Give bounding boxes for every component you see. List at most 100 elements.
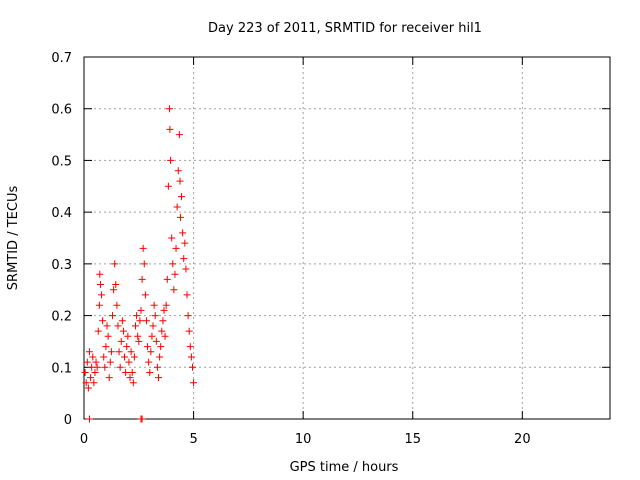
data-point — [91, 368, 99, 376]
x-axis-label: GPS time / hours — [290, 460, 399, 475]
data-point — [138, 275, 146, 283]
data-point — [127, 348, 135, 356]
y-axis-label: SRMTID / TECUs — [6, 186, 21, 291]
data-point — [122, 368, 130, 376]
data-point — [175, 131, 183, 139]
data-point — [138, 415, 146, 423]
data-point — [158, 327, 166, 335]
data-point — [96, 270, 104, 278]
data-point — [85, 415, 93, 423]
data-point — [141, 291, 149, 299]
data-point — [103, 322, 111, 330]
plot-frame — [83, 56, 611, 420]
data-point — [140, 260, 148, 268]
x-tick-label: 5 — [189, 432, 197, 447]
data-point — [135, 337, 143, 345]
data-point — [87, 374, 95, 382]
data-point — [137, 306, 145, 314]
data-point — [159, 317, 167, 325]
data-point — [163, 275, 171, 283]
data-point — [136, 317, 144, 325]
data-point — [169, 260, 177, 268]
data-point — [129, 379, 137, 387]
data-point — [100, 353, 108, 361]
data-point — [90, 379, 98, 387]
data-point — [183, 291, 191, 299]
data-point — [162, 301, 170, 309]
data-point — [186, 343, 194, 351]
data-point — [142, 317, 150, 325]
data-point — [93, 363, 101, 371]
y-tick-label: 0.4 — [51, 206, 72, 221]
data-point — [147, 348, 155, 356]
data-point — [115, 348, 123, 356]
y-tick-label: 0.3 — [51, 258, 72, 273]
x-tick-label: 10 — [295, 432, 312, 447]
data-point — [119, 327, 127, 335]
data-point — [104, 332, 112, 340]
y-tick-label: 0.7 — [51, 51, 72, 66]
data-points — [81, 105, 198, 423]
data-point — [139, 244, 147, 252]
data-point — [190, 379, 198, 387]
y-axis: 0 0.1 0.2 0.3 0.4 0.5 0.6 0.7 — [51, 51, 610, 428]
chart-title: Day 223 of 2011, SRMTID for receiver hil… — [208, 21, 482, 36]
data-point — [184, 312, 192, 320]
data-point — [84, 384, 92, 392]
data-point — [151, 312, 159, 320]
data-point — [110, 286, 118, 294]
data-point — [148, 332, 156, 340]
y-tick-label: 0.1 — [51, 361, 72, 376]
data-point — [157, 343, 165, 351]
data-point — [155, 374, 163, 382]
data-point — [176, 177, 184, 185]
data-point — [145, 358, 153, 366]
data-point — [134, 332, 142, 340]
data-point — [187, 353, 195, 361]
data-point — [176, 213, 184, 221]
data-point — [171, 270, 179, 278]
data-point — [161, 332, 169, 340]
data-point — [89, 353, 97, 361]
data-point — [146, 368, 154, 376]
data-point — [106, 358, 114, 366]
data-point — [111, 260, 119, 268]
data-point — [83, 358, 91, 366]
data-point — [180, 255, 188, 263]
data-point — [113, 301, 121, 309]
data-point — [105, 374, 113, 382]
data-point — [130, 353, 138, 361]
data-point — [102, 343, 110, 351]
data-point — [173, 203, 181, 211]
data-point — [144, 343, 152, 351]
data-point — [118, 317, 126, 325]
data-point — [123, 343, 131, 351]
data-point — [178, 193, 186, 201]
data-point — [156, 353, 164, 361]
data-point — [108, 312, 116, 320]
x-tick-label: 0 — [80, 432, 88, 447]
x-axis: 0 5 10 15 20 — [80, 57, 531, 447]
data-point — [114, 322, 122, 330]
data-point — [124, 332, 132, 340]
data-point — [179, 229, 187, 237]
data-point — [152, 337, 160, 345]
data-point — [167, 156, 175, 164]
data-point — [128, 368, 136, 376]
data-point — [82, 379, 90, 387]
data-point — [117, 337, 125, 345]
data-point — [85, 348, 93, 356]
y-tick-label: 0 — [64, 413, 72, 428]
data-point — [133, 312, 141, 320]
data-point — [149, 322, 157, 330]
data-point — [164, 182, 172, 190]
grid-lines — [84, 57, 610, 419]
x-tick-label: 15 — [404, 432, 421, 447]
data-point — [121, 353, 129, 361]
data-point — [170, 286, 178, 294]
data-point — [125, 358, 133, 366]
data-point — [112, 281, 120, 289]
data-point — [160, 306, 168, 314]
data-point — [98, 291, 106, 299]
data-point — [116, 363, 124, 371]
